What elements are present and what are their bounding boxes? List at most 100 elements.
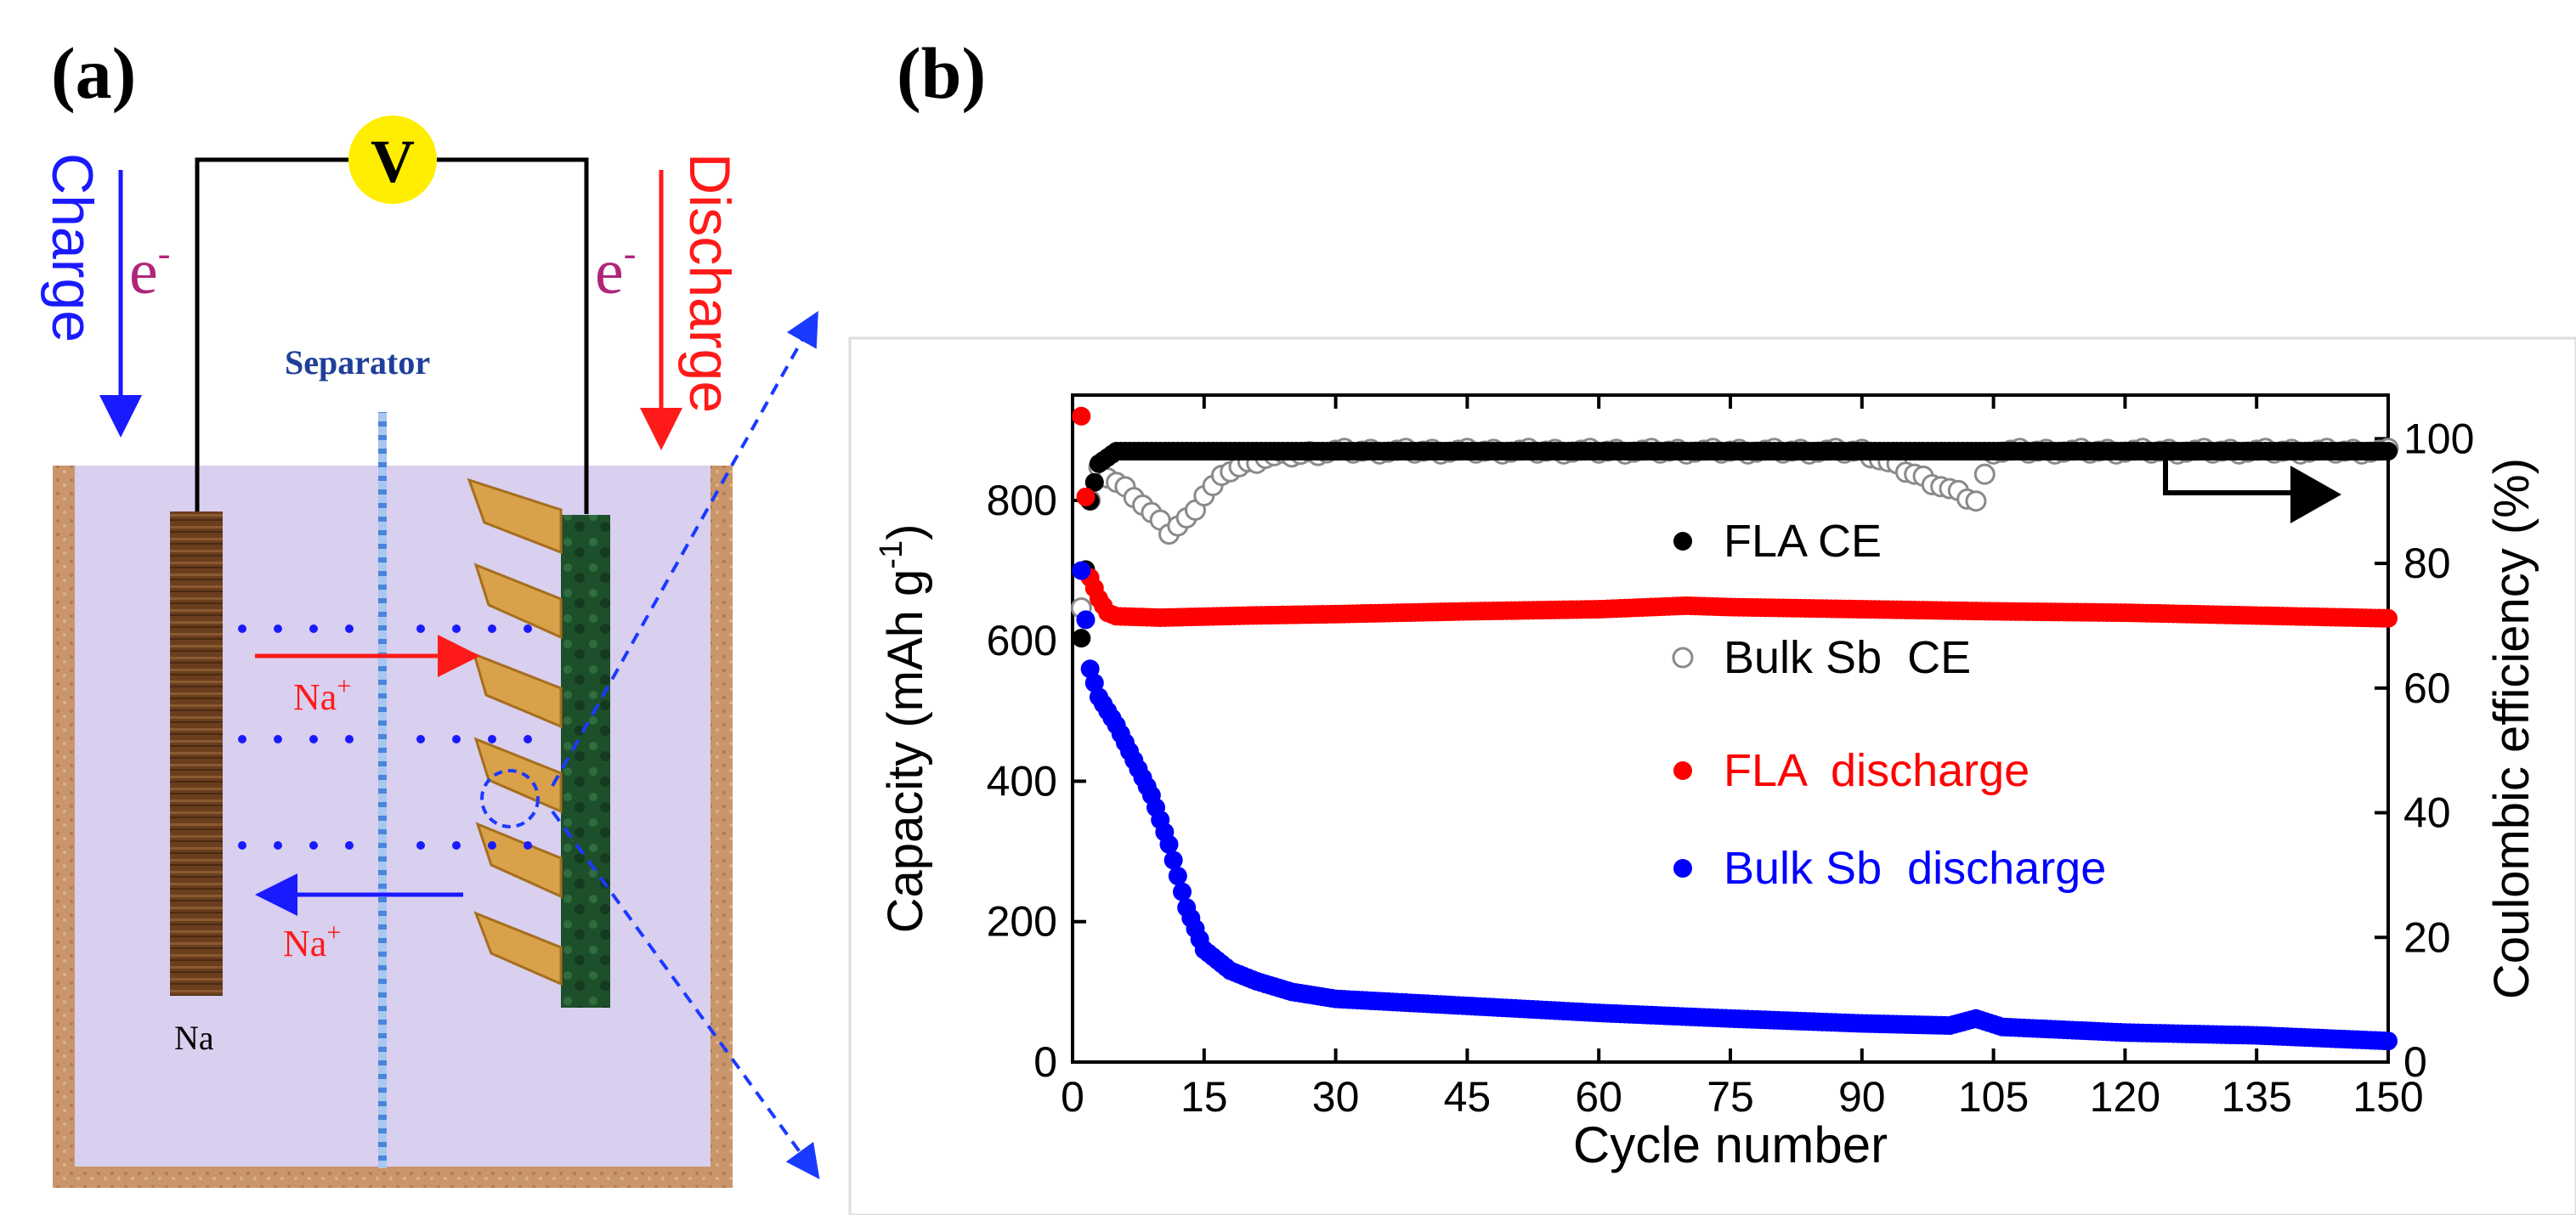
y-left-tick-label: 600	[987, 617, 1057, 664]
na-ion-label-lower: Na+	[283, 918, 341, 964]
y-right-axis-label: Coulombic efficiency (%)	[2484, 458, 2539, 999]
x-tick-label: 90	[1838, 1073, 1886, 1121]
y-right-tick-label: 0	[2403, 1038, 2427, 1086]
na-electrode	[170, 511, 223, 996]
data-point	[1072, 629, 1091, 648]
plot-area	[1071, 393, 2390, 1064]
data-point	[1965, 490, 1987, 512]
data-point	[1168, 867, 1187, 886]
legend-label: FLA CE	[1724, 516, 1882, 567]
legend-marker	[1673, 761, 1692, 780]
panel-b-label: (b)	[897, 32, 986, 114]
ion-dot	[488, 624, 496, 633]
panel-a-schematic: (a) V Charge Discharge e- e- Separator N…	[40, 32, 820, 1188]
legend-label: Bulk Sb CE	[1724, 632, 1971, 683]
y-right-tick-label: 80	[2403, 540, 2451, 587]
separator-label: Separator	[285, 343, 430, 381]
panel-a-label: (a)	[51, 32, 136, 114]
y-right-tick-label: 20	[2403, 913, 2451, 961]
ion-dot	[274, 735, 282, 743]
separator	[378, 412, 387, 1168]
electron-label-right: e-	[595, 233, 636, 308]
legend-marker	[1672, 647, 1694, 669]
x-tick-label: 105	[1958, 1073, 2029, 1121]
circuit-wire-left	[195, 157, 348, 514]
data-point	[1072, 406, 1091, 426]
ion-dot	[452, 841, 461, 850]
panel-b-chart: (b) 0 15 30 45 60 75 90 105 120 135 15002004006008…	[848, 32, 2576, 1215]
x-tick-label: 15	[1180, 1073, 1228, 1121]
y-left-tick-label: 800	[987, 477, 1057, 524]
electron-label-left: e-	[129, 233, 170, 308]
data-point	[1080, 659, 1100, 679]
ion-dot	[524, 841, 532, 850]
na-electrode-label: Na	[174, 1019, 214, 1057]
discharge-label: Discharge	[677, 153, 742, 413]
y-left-axis-label: Capacity (mAh g-1)	[874, 524, 933, 934]
ion-dot	[274, 624, 282, 633]
y-left-tick-label: 0	[1033, 1038, 1057, 1086]
ion-dot	[309, 735, 318, 743]
ion-dot	[452, 735, 461, 743]
ion-dot	[416, 841, 425, 850]
legend-label: FLA discharge	[1724, 745, 2030, 796]
zoom-circle	[480, 769, 540, 828]
right-axis-arrow-line	[2163, 442, 2295, 495]
data-point	[1076, 610, 1096, 630]
series-fla-discharge	[1072, 406, 2398, 628]
ion-dot	[238, 735, 246, 743]
zoom-line-upper	[551, 311, 818, 787]
data-point	[1973, 463, 1996, 485]
series-fla-ce	[1072, 442, 2398, 648]
data-point	[1072, 561, 1091, 580]
capacity-chart: 0 15 30 45 60 75 90 105 120 135 150020040060080002…	[874, 393, 2539, 1173]
voltmeter-label: V	[371, 127, 415, 195]
ion-dot	[416, 735, 425, 743]
data-point	[1076, 487, 1096, 506]
x-tick-label: 135	[2221, 1073, 2291, 1121]
ion-dot	[309, 624, 318, 633]
legend-marker	[1673, 859, 1692, 878]
data-point	[1084, 472, 1104, 492]
cathode-electrode	[561, 515, 610, 1008]
ion-dot	[274, 841, 282, 850]
x-tick-label: 60	[1575, 1073, 1622, 1121]
ion-dot	[345, 841, 354, 850]
legend-marker	[1673, 532, 1692, 551]
x-tick-label: 75	[1707, 1073, 1754, 1121]
data-point	[2379, 1031, 2398, 1051]
active-material-flakes	[467, 478, 563, 986]
voltmeter	[348, 116, 437, 204]
x-tick-label: 0	[1061, 1073, 1084, 1121]
data-point	[2379, 608, 2398, 628]
zoom-line-lower	[551, 810, 820, 1179]
data-point	[1163, 850, 1183, 870]
na-ion-label-upper: Na+	[293, 672, 351, 718]
y-left-tick-label: 400	[987, 757, 1057, 805]
ion-dot	[345, 735, 354, 743]
x-tick-label: 120	[2090, 1073, 2160, 1121]
y-left-tick-label: 200	[987, 898, 1057, 946]
ion-dots	[238, 624, 532, 850]
charge-label: Charge	[40, 153, 105, 342]
x-tick-label: 30	[1312, 1073, 1360, 1121]
ion-dot	[488, 735, 496, 743]
data-point	[1173, 882, 1192, 901]
data-point	[1159, 834, 1179, 854]
ion-dot	[452, 624, 461, 633]
ion-dot	[238, 624, 246, 633]
circuit-wire-right	[437, 157, 589, 514]
data-point	[2379, 442, 2398, 461]
ion-dot	[524, 624, 532, 633]
legend-label: Bulk Sb discharge	[1724, 843, 2106, 894]
ion-dot	[238, 841, 246, 850]
y-right-tick-label: 40	[2403, 789, 2451, 837]
data-point	[1084, 673, 1104, 692]
right-axis-arrow-head	[2290, 466, 2341, 523]
y-right-tick-label: 100	[2403, 415, 2474, 462]
ion-dot	[345, 624, 354, 633]
y-right-tick-label: 60	[2403, 664, 2451, 712]
series-bulk-sb-discharge	[1072, 561, 2398, 1051]
ion-dot	[416, 624, 425, 633]
